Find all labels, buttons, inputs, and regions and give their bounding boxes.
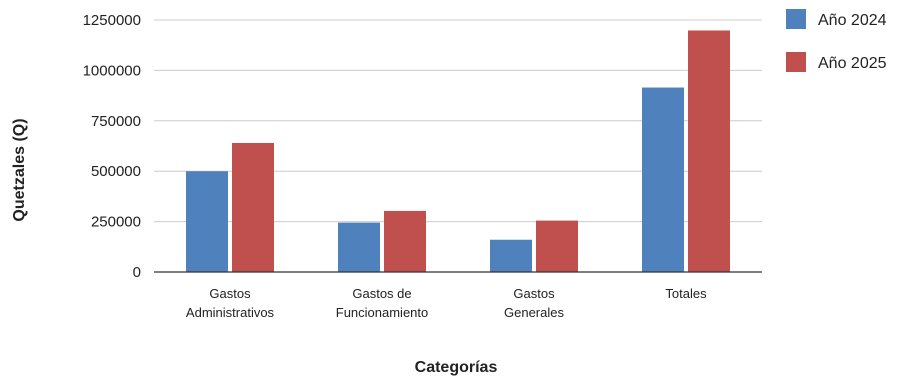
bars — [186, 30, 730, 272]
y-tick-label: 1000000 — [83, 62, 141, 79]
category-label: Gastos de Funcionamiento — [336, 286, 429, 320]
category-label-line: Administrativos — [186, 305, 275, 320]
y-tick-label: 0 — [133, 264, 141, 281]
legend: Año 2024 Año 2025 — [786, 9, 887, 72]
category-label-line: Gastos — [513, 286, 555, 301]
x-axis-title: Categorías — [415, 359, 498, 376]
category-label: Gastos Generales — [504, 286, 564, 320]
category-label: Gastos Administrativos — [186, 286, 275, 320]
y-tick-label: 1250000 — [83, 12, 141, 29]
category-label-line: Generales — [504, 305, 564, 320]
bar — [186, 171, 228, 272]
legend-swatch — [786, 52, 806, 72]
y-tick-label: 250000 — [91, 214, 141, 231]
y-axis-title: Quetzales (Q) — [11, 118, 28, 221]
category-label-line: Totales — [665, 286, 707, 301]
category-labels: Gastos Administrativos Gastos de Funcionami… — [186, 286, 707, 320]
bar — [688, 30, 730, 272]
bar — [536, 220, 578, 272]
y-tick-label: 500000 — [91, 163, 141, 180]
y-tick-label: 750000 — [91, 113, 141, 130]
bar — [642, 87, 684, 272]
category-label-line: Gastos — [209, 286, 251, 301]
legend-swatch — [786, 9, 806, 29]
bar — [338, 222, 380, 272]
bar — [232, 142, 274, 272]
category-label: Totales — [665, 286, 707, 301]
bar — [384, 210, 426, 272]
category-label-line: Gastos de — [352, 286, 411, 301]
legend-label: Año 2025 — [818, 55, 887, 72]
category-label-line: Funcionamiento — [336, 305, 429, 320]
legend-label: Año 2024 — [818, 12, 887, 29]
bar — [490, 239, 532, 272]
y-tick-labels: 0 250000 500000 750000 1000000 1250000 — [83, 12, 141, 281]
